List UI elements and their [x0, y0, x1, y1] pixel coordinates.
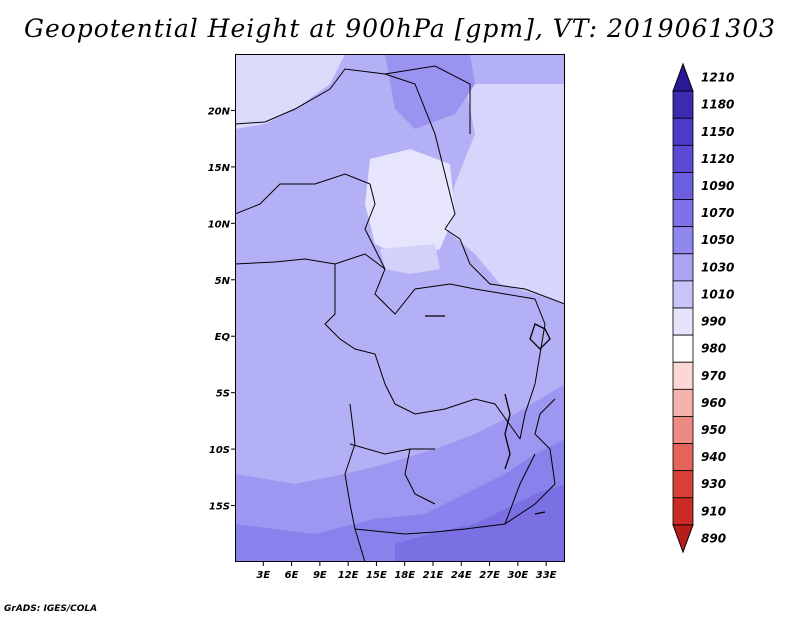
colorbar-swatch	[672, 388, 694, 417]
lon-tick-label: 6E	[285, 570, 299, 581]
colorbar-level-label: 990	[701, 315, 726, 329]
lat-tick-label: 5S	[216, 389, 230, 400]
colorbar-swatch	[672, 334, 694, 363]
colorbar-level-label: 1210	[701, 71, 734, 85]
colorbar-swatch	[672, 253, 694, 282]
map-title: Geopotential Height at 900hPa [gpm], VT:…	[23, 14, 777, 43]
map-canvas	[234, 54, 566, 563]
lon-tick-label: 27E	[479, 570, 500, 581]
lakes	[425, 315, 551, 515]
colorbar-level-label: 940	[701, 450, 726, 464]
map-frame	[235, 54, 565, 562]
colorbar-level-label: 1010	[701, 287, 734, 301]
colorbar-level-label: 1180	[701, 98, 734, 112]
colorbar-swatch	[672, 307, 694, 336]
lon-tick-label: 18E	[394, 570, 415, 581]
lat-tick-label: 15S	[209, 502, 230, 513]
colorbar-swatch	[672, 144, 694, 173]
colorbar-level-label: 1120	[701, 152, 734, 166]
colorbar-swatch	[672, 199, 694, 228]
colorbar-bottom-arrow	[672, 524, 694, 554]
lat-tick-label: 15N	[208, 163, 231, 174]
colorbar-swatch	[672, 470, 694, 499]
contour-band-1010-nw	[235, 54, 345, 129]
map-panel	[234, 54, 566, 563]
colorbar-swatch	[672, 497, 694, 526]
grads-credit: GrADS: IGES/COLA	[4, 604, 98, 614]
contour-band-1010-center	[365, 149, 455, 259]
lat-tick-label: 5N	[215, 276, 231, 287]
lon-tick-label: 12E	[338, 570, 359, 581]
colorbar-level-label: 1090	[701, 179, 734, 193]
colorbar-level-label: 970	[701, 369, 726, 383]
colorbar-level-label: 1150	[701, 125, 734, 139]
colorbar-swatch	[672, 443, 694, 472]
colorbar-swatch	[672, 280, 694, 309]
colorbar-level-label: 960	[701, 396, 726, 410]
lon-tick-label: 33E	[536, 570, 557, 581]
lat-tick-label: EQ	[215, 332, 231, 343]
colorbar-swatch	[672, 172, 694, 200]
lat-tick-label: 10S	[209, 445, 230, 456]
colorbar-level-label: 890	[701, 531, 726, 545]
country-borders	[234, 65, 566, 563]
lon-tick-label: 15E	[366, 570, 387, 581]
colorbar-top-arrow	[672, 62, 694, 92]
latitude-axis: 20N 15N 10N 5N EQ 5S 10S 15S	[208, 106, 235, 513]
colorbar-swatch	[672, 226, 694, 255]
lon-tick-label: 24E	[451, 570, 472, 581]
contour-band-1050-north	[385, 54, 475, 129]
colorbar-swatch	[672, 361, 694, 390]
lat-tick-label: 10N	[208, 219, 231, 230]
contour-band-1090-south	[395, 484, 565, 562]
contour-band-1010-central-gap	[380, 244, 440, 274]
colorbar-swatch	[672, 117, 694, 146]
colorbar-level-label: 1050	[701, 233, 734, 247]
lat-tick-label: 20N	[208, 106, 231, 117]
colorbar-level-label: 1030	[701, 260, 734, 274]
colorbar-level-label: 930	[701, 477, 726, 491]
contour-band-1010-ne	[445, 84, 565, 304]
colorbar-swatch	[672, 90, 694, 119]
colorbar-swatch	[672, 416, 694, 444]
colorbar-level-label: 1070	[701, 206, 734, 220]
longitude-axis: 3E 6E 9E 12E 15E 18E 21E 24E 27E 30E 33E	[256, 562, 557, 581]
lon-tick-label: 9E	[313, 570, 327, 581]
colorbar-level-label: 910	[701, 504, 726, 518]
colorbar: 1210 1180 1150 1120 1090 1070 1050 1030 1010 990 9…	[672, 62, 734, 554]
lon-tick-label: 21E	[423, 570, 444, 581]
colorbar-level-label: 950	[701, 423, 726, 437]
lon-tick-label: 3E	[256, 570, 270, 581]
lon-tick-label: 30E	[507, 570, 528, 581]
colorbar-level-label: 980	[701, 342, 726, 356]
